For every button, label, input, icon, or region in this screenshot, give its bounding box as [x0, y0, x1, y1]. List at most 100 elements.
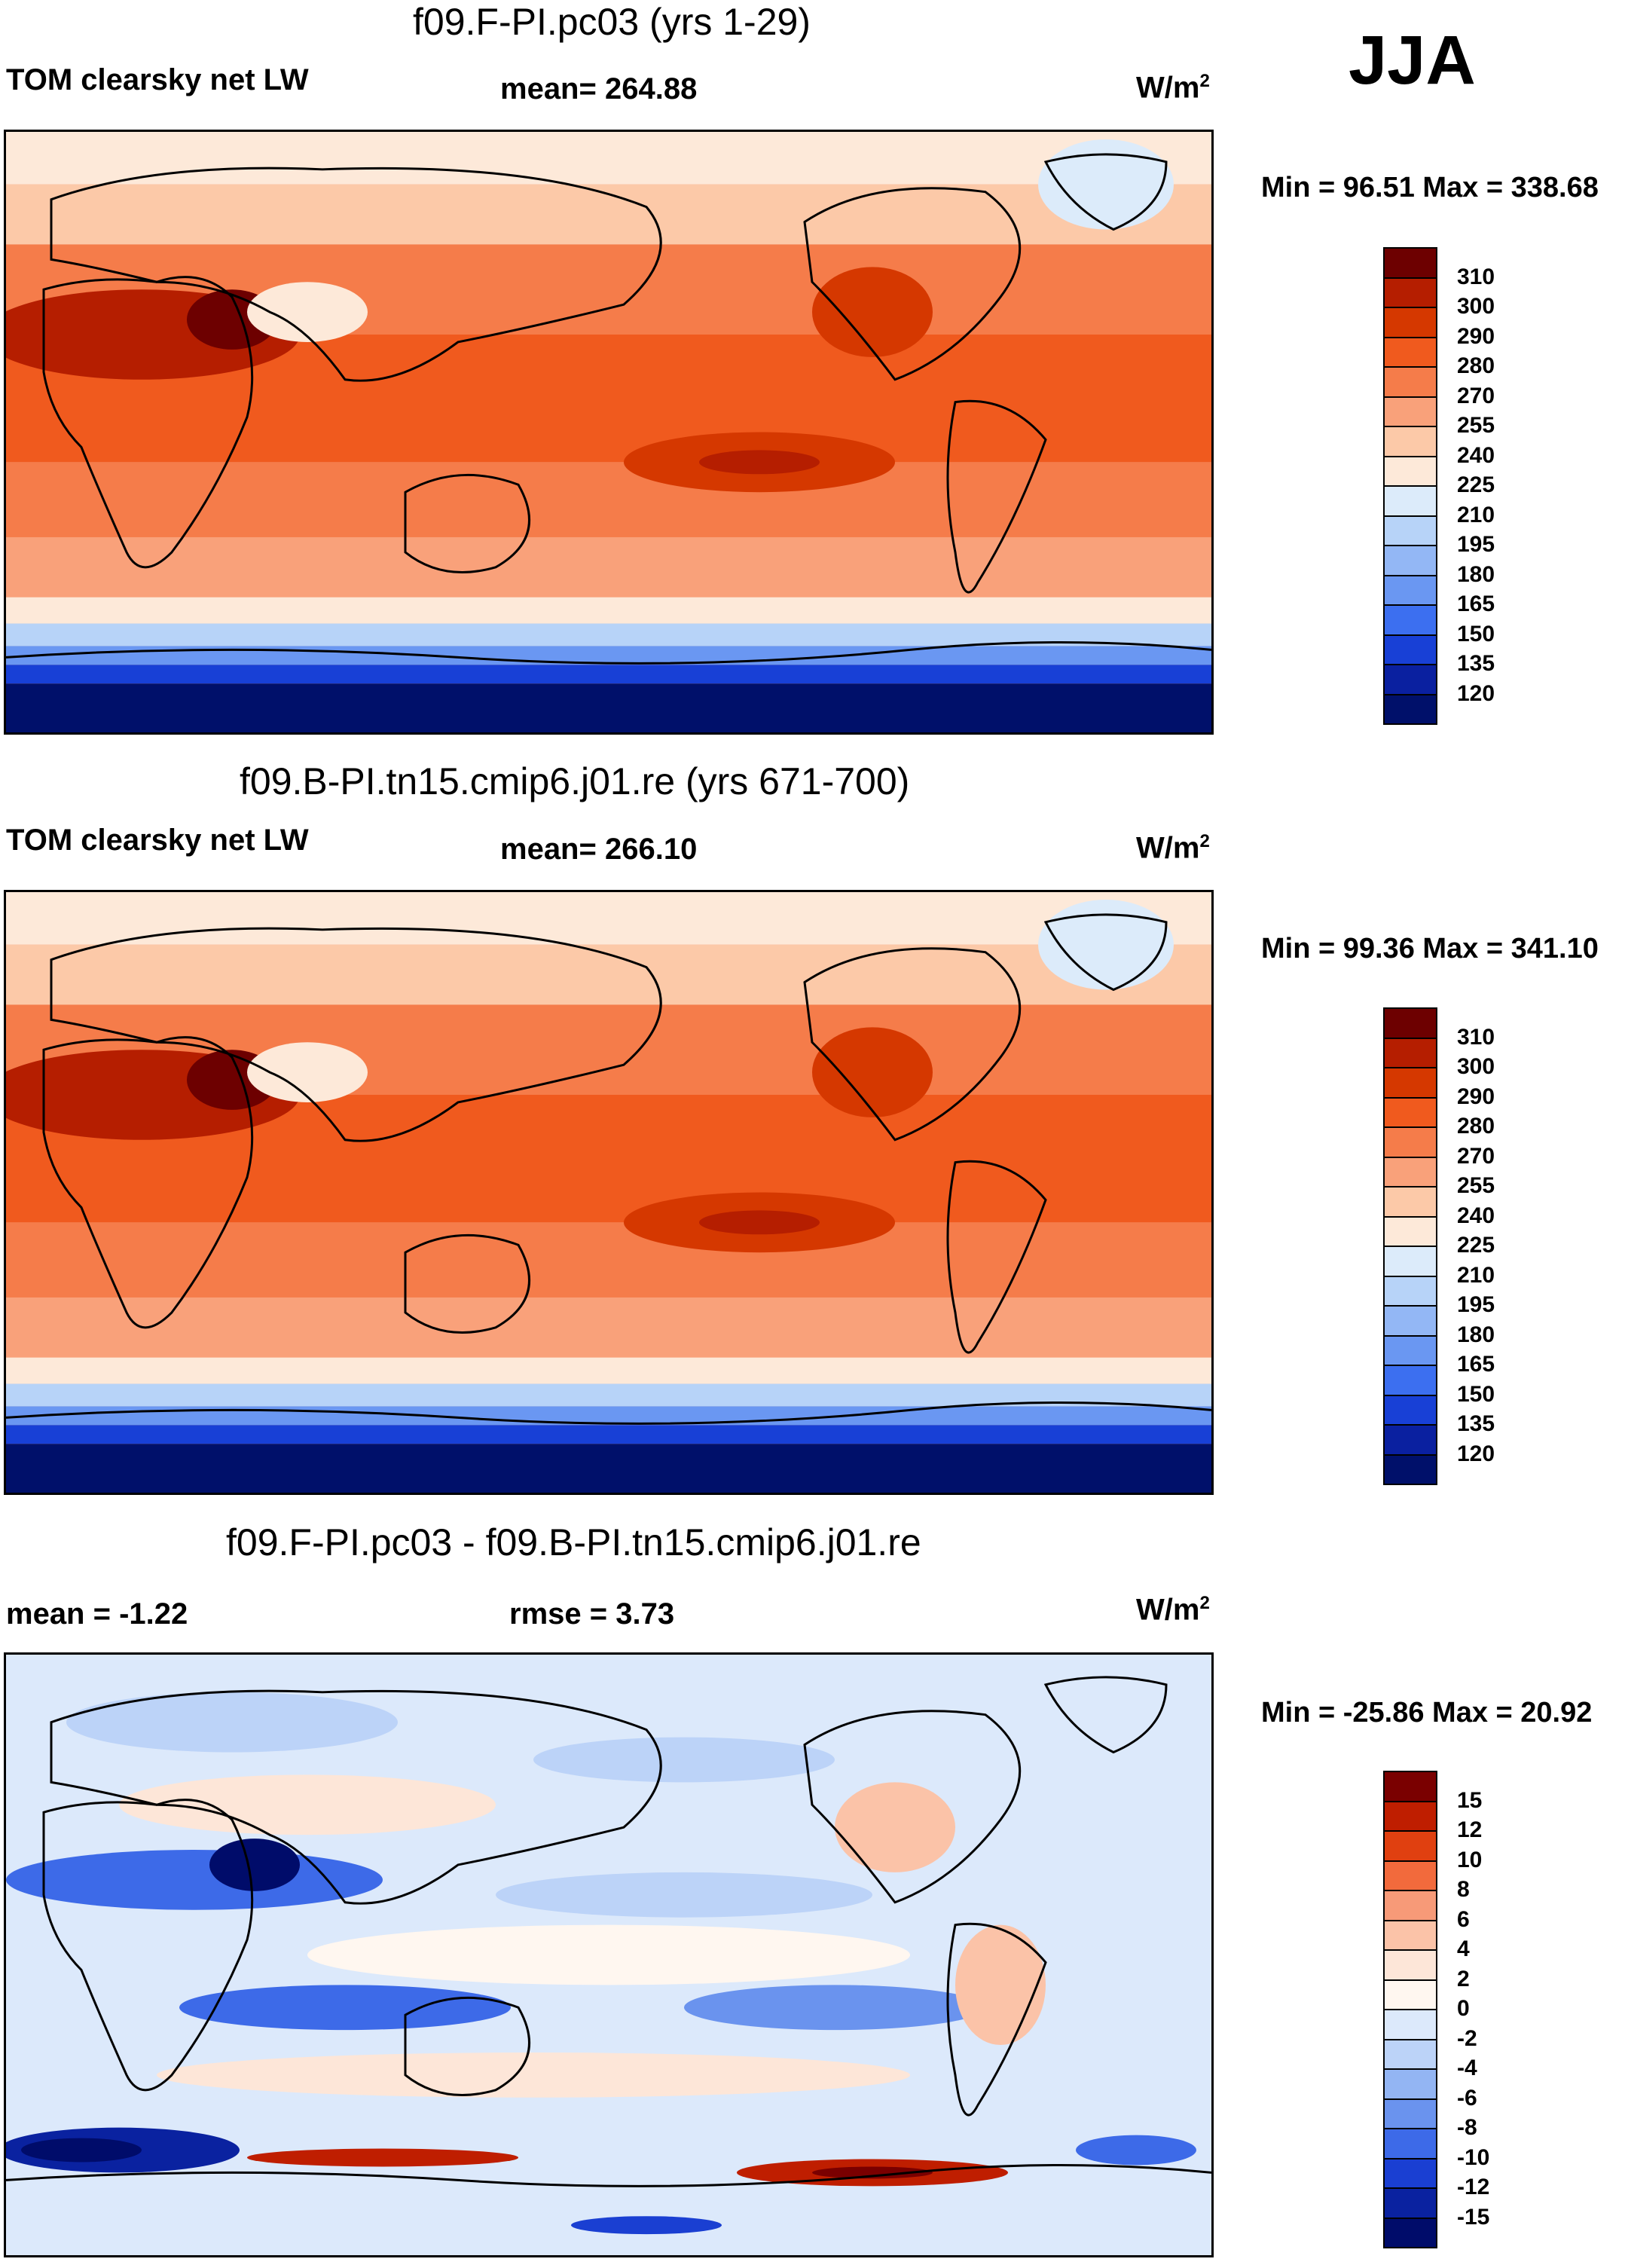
colorbar-tick-label: 225 — [1457, 472, 1495, 497]
colorbar-swatch — [1383, 1037, 1437, 1068]
colorbar-tick-label: 120 — [1457, 680, 1495, 706]
north-atlantic-neg — [66, 1692, 398, 1753]
colorbar-swatch — [1383, 2068, 1437, 2100]
colorbar-tick-label: -8 — [1457, 2115, 1477, 2140]
panel-1-colorbar — [1383, 247, 1437, 725]
colorbar-tick-label: 300 — [1457, 294, 1495, 319]
southern-ocean-pos-1 — [247, 2148, 518, 2167]
colorbar-swatch — [1383, 1334, 1437, 1366]
colorbar-tick-label: 150 — [1457, 1381, 1495, 1407]
colorbar-swatch — [1383, 1830, 1437, 1862]
south-america-coastline — [946, 399, 1047, 594]
south-america-coastline — [946, 1922, 1047, 2117]
antarctica-band — [6, 683, 1211, 732]
units-text: W/m — [1136, 71, 1200, 105]
colorbar-swatch — [1383, 515, 1437, 546]
south-midlat-band — [6, 536, 1211, 598]
colorbar-swatch — [1383, 2009, 1437, 2040]
colorbar-tick-label: -10 — [1457, 2144, 1490, 2170]
colorbar-swatch — [1383, 1246, 1437, 1277]
colorbar-swatch — [1383, 1979, 1437, 2010]
colorbar-tick-label: 210 — [1457, 502, 1495, 527]
colorbar-tick-label: -6 — [1457, 2085, 1477, 2111]
colorbar-swatch — [1383, 1067, 1437, 1099]
panel-3-colorbar — [1383, 1771, 1437, 2248]
colorbar-swatch — [1383, 426, 1437, 457]
colorbar-tick-label: 195 — [1457, 532, 1495, 557]
tibet-coldspot — [247, 282, 368, 342]
eurasia-coastline — [50, 167, 662, 382]
colorbar-tick-label: 195 — [1457, 1292, 1495, 1317]
colorbar-tick-label: 135 — [1457, 651, 1495, 676]
colorbar-swatch — [1383, 1275, 1437, 1307]
panel-1-units: W/m2 — [1136, 71, 1210, 105]
sea-ice-band-2 — [6, 1406, 1211, 1426]
antarctica-band — [6, 1444, 1211, 1493]
antarctica-coastline — [6, 1401, 1211, 1425]
colorbar-swatch — [1383, 366, 1437, 398]
antarctica-coastline — [6, 2163, 1211, 2187]
greenland-coldspot — [1038, 899, 1174, 990]
colorbar-swatch — [1383, 1186, 1437, 1218]
arctic-band — [6, 132, 1211, 185]
colorbar-swatch — [1383, 1800, 1437, 1832]
greenland-coastline — [1043, 1676, 1168, 1754]
southern-ocean-band — [6, 597, 1211, 624]
antarctica-coastline — [6, 640, 1211, 665]
colorbar-swatch — [1383, 1096, 1437, 1128]
weddell-neg — [1076, 2135, 1196, 2166]
panel-2-map-svg — [6, 892, 1211, 1493]
australia-coastline — [404, 1234, 530, 1334]
antarctic-edge-band — [6, 665, 1211, 684]
africa-coastline — [42, 1799, 254, 2092]
colorbar-tick-label: 280 — [1457, 1114, 1495, 1139]
colorbar-swatch — [1383, 396, 1437, 427]
panel-2-mean-label: mean= 266.10 — [500, 833, 698, 866]
north-america-coastline — [803, 1710, 1022, 1904]
season-label: JJA — [1349, 22, 1476, 99]
colorbar-swatch — [1383, 1365, 1437, 1396]
panel-2-map — [4, 890, 1214, 1495]
colorbar-swatch — [1383, 1394, 1437, 1426]
colorbar-tick-label: 255 — [1457, 1173, 1495, 1198]
colorbar-tick-label: 4 — [1457, 1936, 1470, 1961]
panel-3-units: W/m2 — [1136, 1593, 1210, 1627]
equatorial-neutral — [307, 1924, 910, 1985]
colorbar-tick-label: 310 — [1457, 1024, 1495, 1050]
pacific-north-neg — [496, 1872, 872, 1918]
southern-ocean-core — [812, 2166, 933, 2179]
colorbar-tick-label: -15 — [1457, 2204, 1490, 2230]
colorbar-tick-label: 310 — [1457, 264, 1495, 289]
colorbar-swatch — [1383, 1771, 1437, 1802]
colorbar-tick-label: 180 — [1457, 1322, 1495, 1347]
indian-ocean-neg — [179, 1985, 511, 2031]
colorbar-tick-label: 120 — [1457, 1441, 1495, 1466]
north-america-warm — [812, 267, 933, 357]
panel-3-rmse-label: rmse = 3.73 — [509, 1597, 675, 1631]
colorbar-swatch — [1383, 307, 1437, 338]
colorbar-tick-label: 150 — [1457, 621, 1495, 646]
units-text: W/m — [1136, 1593, 1200, 1627]
arabia-strong-neg — [209, 1839, 300, 1891]
eurasia-pos — [119, 1774, 496, 1835]
north-pacific-neg — [533, 1737, 835, 1783]
ross-neg — [571, 2216, 722, 2235]
colorbar-swatch — [1383, 1860, 1437, 1891]
colorbar-tick-label: 2 — [1457, 1966, 1470, 1991]
north-america-warm — [812, 1027, 933, 1117]
panel-2-colorbar — [1383, 1007, 1437, 1485]
colorbar-swatch — [1383, 634, 1437, 665]
australia-coastline — [404, 474, 530, 573]
colorbar-tick-label: 240 — [1457, 1203, 1495, 1228]
pacific-core — [699, 1210, 820, 1235]
north-america-coastline — [803, 947, 1022, 1142]
colorbar-tick-label: 0 — [1457, 1996, 1470, 2021]
sea-ice-band-2 — [6, 646, 1211, 665]
colorbar-tick-label: 6 — [1457, 1906, 1470, 1932]
panel-3-minmax: Min = -25.86 Max = 20.92 — [1261, 1697, 1593, 1729]
colorbar-swatch — [1383, 336, 1437, 368]
units-exponent: 2 — [1199, 1593, 1210, 1613]
south-subtropics-band — [6, 462, 1211, 537]
panel-3-title: f09.F-PI.pc03 - f09.B-PI.tn15.cmip6.j01.… — [226, 1521, 921, 1563]
panel-2-variable-label: TOM clearsky net LW — [6, 824, 309, 857]
